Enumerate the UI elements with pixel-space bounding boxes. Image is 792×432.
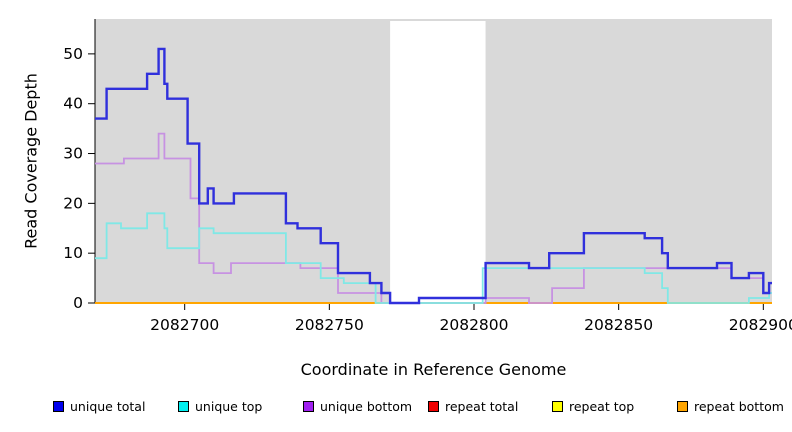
x-tick-label: 2082850 xyxy=(584,316,653,334)
y-axis-title: Read Coverage Depth xyxy=(21,73,41,249)
legend-label: unique bottom xyxy=(320,399,413,414)
repeat-total-swatch-icon xyxy=(428,401,439,412)
legend-item-repeat-top: repeat top xyxy=(552,399,634,414)
x-axis-title: Coordinate in Reference Genome xyxy=(300,360,567,379)
legend-item-repeat-total: repeat total xyxy=(428,399,518,414)
x-tick-label: 2082700 xyxy=(150,316,219,334)
legend-label: unique total xyxy=(70,399,146,414)
legend-label: unique top xyxy=(195,399,263,414)
legend-item-unique-bottom: unique bottom xyxy=(303,399,412,414)
legend-item-unique-total: unique total xyxy=(53,399,145,414)
x-tick-label: 2082750 xyxy=(295,316,364,334)
y-tick-label: 50 xyxy=(63,45,83,63)
y-tick-label: 40 xyxy=(63,95,83,113)
series-unique-bottom-line xyxy=(95,132,772,304)
y-tick-label: 20 xyxy=(63,194,83,212)
legend-item-repeat-bottom: repeat bottom xyxy=(677,399,784,414)
y-tick-label: 30 xyxy=(63,145,83,163)
series-unique-total-line xyxy=(95,47,772,305)
repeat-top-swatch-icon xyxy=(552,401,563,412)
unique-bottom-swatch-icon xyxy=(303,401,314,412)
y-tick-label: 0 xyxy=(73,294,83,312)
repeat-bottom-swatch-icon xyxy=(677,401,688,412)
unique-top-swatch-icon xyxy=(178,401,189,412)
legend-label: repeat bottom xyxy=(694,399,784,414)
x-tick-label: 2082900 xyxy=(729,316,792,334)
unmasked-region-background xyxy=(390,21,486,303)
series-unique-top-line xyxy=(95,212,772,304)
x-tick-label: 2082800 xyxy=(439,316,508,334)
legend-label: repeat total xyxy=(445,399,519,414)
y-tick-label: 10 xyxy=(63,244,83,262)
legend-item-unique-top: unique top xyxy=(178,399,262,414)
unique-total-swatch-icon xyxy=(53,401,64,412)
legend-label: repeat top xyxy=(569,399,635,414)
